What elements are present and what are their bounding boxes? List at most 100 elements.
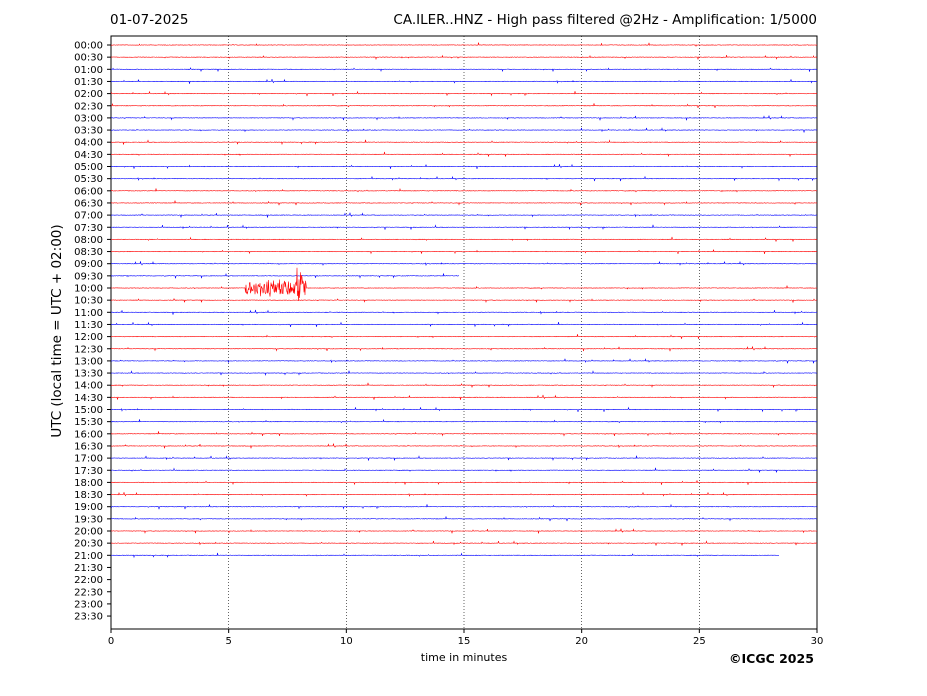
trace-0030 bbox=[110, 54, 818, 61]
y-tick-label: 17:00 bbox=[74, 454, 103, 465]
y-tick-label: 23:00 bbox=[74, 599, 103, 610]
trace-2030 bbox=[110, 540, 818, 546]
trace-1030 bbox=[110, 298, 818, 304]
trace-1900 bbox=[110, 503, 818, 510]
trace-1630 bbox=[110, 443, 818, 449]
trace-0830 bbox=[110, 249, 818, 255]
y-tick-label: 03:30 bbox=[74, 126, 103, 137]
y-tick-label: 01:00 bbox=[74, 65, 103, 76]
trace-1330 bbox=[110, 370, 818, 376]
trace-0630 bbox=[110, 200, 818, 206]
y-tick-label: 16:00 bbox=[74, 429, 103, 440]
y-tick-label: 16:30 bbox=[74, 441, 103, 452]
y-tick-label: 23:30 bbox=[74, 612, 103, 623]
trace-1430 bbox=[110, 394, 817, 400]
trace-0500 bbox=[110, 163, 817, 170]
y-tick-label: 09:30 bbox=[74, 271, 103, 282]
y-tick-label: 02:00 bbox=[74, 89, 103, 100]
y-tick-label: 07:30 bbox=[74, 223, 103, 234]
trace-1500 bbox=[110, 406, 818, 413]
trace-0330 bbox=[110, 127, 818, 133]
y-tick-label: 17:30 bbox=[74, 466, 103, 477]
trace-1100 bbox=[110, 309, 818, 315]
trace-2100 bbox=[110, 552, 780, 559]
y-tick-label: 12:00 bbox=[74, 332, 103, 343]
y-tick-label: 01:30 bbox=[74, 77, 103, 88]
y-tick-label: 13:30 bbox=[74, 369, 103, 380]
y-tick-label: 02:30 bbox=[74, 101, 103, 112]
x-axis-label: time in minutes bbox=[420, 651, 508, 664]
trace-1300 bbox=[110, 358, 818, 364]
chart-title: CA.ILER..HNZ - High pass filtered @2Hz -… bbox=[393, 12, 817, 28]
x-tick-label: 0 bbox=[108, 636, 114, 647]
y-tick-label: 09:00 bbox=[74, 259, 103, 270]
trace-1700 bbox=[110, 455, 818, 462]
y-tick-label: 10:30 bbox=[74, 296, 103, 307]
y-tick-label: 11:00 bbox=[74, 308, 103, 319]
trace-0300 bbox=[110, 115, 818, 121]
y-tick-label: 06:30 bbox=[74, 198, 103, 209]
y-tick-label: 05:30 bbox=[74, 174, 103, 185]
trace-0400 bbox=[110, 139, 818, 146]
trace-0700 bbox=[110, 212, 818, 218]
y-tick-label: 00:30 bbox=[74, 53, 103, 64]
trace-1530 bbox=[110, 418, 818, 424]
y-tick-label: 15:30 bbox=[74, 417, 103, 428]
y-tick-label: 08:00 bbox=[74, 235, 103, 246]
trace-0930 bbox=[110, 273, 460, 279]
trace-1830 bbox=[110, 491, 818, 497]
chart-date: 01-07-2025 bbox=[110, 12, 189, 28]
y-tick-label: 19:00 bbox=[74, 502, 103, 513]
y-tick-label: 21:30 bbox=[74, 563, 103, 574]
trace-1130 bbox=[110, 321, 818, 328]
trace-0430 bbox=[110, 151, 818, 158]
y-tick-label: 22:00 bbox=[74, 575, 103, 586]
trace-0000 bbox=[110, 42, 818, 47]
y-tick-label: 12:30 bbox=[74, 344, 103, 355]
y-tick-label: 06:00 bbox=[74, 186, 103, 197]
y-tick-label: 20:30 bbox=[74, 539, 103, 550]
trace-0200 bbox=[110, 90, 818, 97]
y-tick-label: 18:00 bbox=[74, 478, 103, 489]
trace-0530 bbox=[110, 175, 818, 182]
y-tick-label: 15:00 bbox=[74, 405, 103, 416]
trace-2000 bbox=[110, 528, 818, 534]
y-tick-label: 21:00 bbox=[74, 551, 103, 562]
trace-1200 bbox=[110, 334, 818, 339]
y-tick-label: 08:30 bbox=[74, 247, 103, 258]
y-tick-label: 05:00 bbox=[74, 162, 103, 173]
trace-0800 bbox=[110, 236, 818, 242]
x-tick-label: 20 bbox=[575, 636, 588, 647]
trace-1000 bbox=[110, 267, 818, 302]
trace-1230 bbox=[110, 346, 818, 352]
trace-0230 bbox=[110, 102, 818, 109]
y-tick-label: 20:00 bbox=[74, 527, 103, 538]
trace-0900 bbox=[110, 260, 818, 266]
x-tick-label: 25 bbox=[693, 636, 706, 647]
y-tick-label: 00:00 bbox=[74, 41, 103, 52]
trace-1930 bbox=[110, 516, 818, 522]
x-tick-label: 10 bbox=[340, 636, 353, 647]
y-tick-label: 18:30 bbox=[74, 490, 103, 501]
trace-1800 bbox=[110, 480, 818, 486]
y-tick-label: 04:00 bbox=[74, 138, 103, 149]
trace-1600 bbox=[110, 431, 818, 437]
y-tick-label: 03:00 bbox=[74, 113, 103, 124]
trace-0130 bbox=[110, 78, 818, 84]
y-tick-label: 10:00 bbox=[74, 284, 103, 295]
x-tick-label: 15 bbox=[458, 636, 471, 647]
y-tick-label: 19:30 bbox=[74, 514, 103, 525]
y-tick-label: 14:00 bbox=[74, 381, 103, 392]
y-tick-label: 22:30 bbox=[74, 587, 103, 598]
y-tick-label: 04:30 bbox=[74, 150, 103, 161]
trace-0730 bbox=[110, 224, 818, 231]
trace-0100 bbox=[110, 67, 818, 73]
trace-0600 bbox=[110, 188, 818, 193]
x-tick-label: 5 bbox=[225, 636, 231, 647]
trace-1400 bbox=[110, 382, 818, 389]
y-tick-label: 07:00 bbox=[74, 211, 103, 222]
y-tick-label: 11:30 bbox=[74, 320, 103, 331]
x-tick-label: 30 bbox=[811, 636, 824, 647]
y-tick-label: 14:30 bbox=[74, 393, 103, 404]
